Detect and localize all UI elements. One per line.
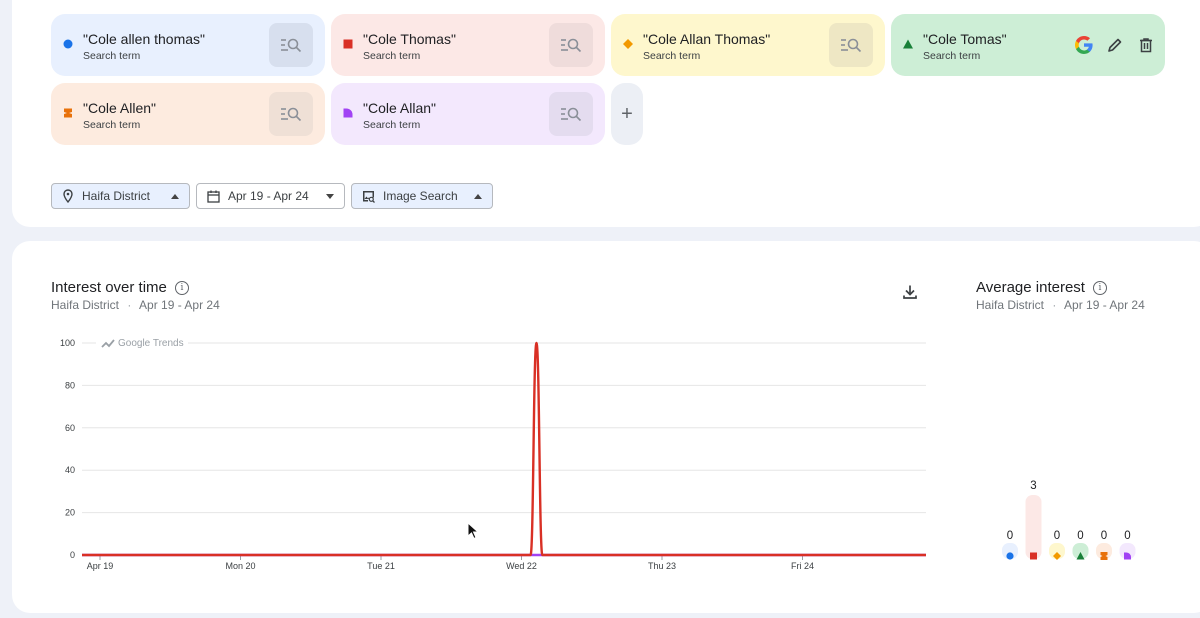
- query-search-icon: [561, 38, 582, 53]
- term-card-1[interactable]: "Cole allen thomas" Search term: [51, 14, 325, 76]
- property-filter[interactable]: Image Search: [351, 183, 493, 209]
- average-interest-title: Average interest i: [976, 279, 1107, 296]
- pencil-icon: [1108, 38, 1122, 52]
- average-title-text: Average interest: [976, 279, 1085, 296]
- query-search-icon: [281, 107, 302, 122]
- date-filter[interactable]: Apr 19 - Apr 24: [196, 183, 345, 209]
- download-icon: [903, 285, 917, 299]
- image-search-icon: [363, 190, 375, 203]
- google-g-icon: [1075, 36, 1093, 54]
- date-label: Apr 19 - Apr 24: [228, 189, 309, 203]
- interest-sub-dates: Apr 19 - Apr 24: [139, 298, 220, 312]
- query-search-icon: [841, 38, 862, 53]
- term-card-5[interactable]: "Cole Allen" Search term: [51, 83, 325, 145]
- term-label: "Cole Allan Thomas": [643, 31, 771, 47]
- info-icon[interactable]: i: [174, 280, 189, 295]
- circle-icon: [63, 39, 73, 49]
- add-term-button[interactable]: +: [611, 83, 643, 145]
- query-search-icon: [281, 38, 302, 53]
- term-sub: Search term: [83, 119, 141, 131]
- edit-button[interactable]: [1104, 34, 1126, 56]
- region-filter[interactable]: Haifa District: [51, 183, 190, 209]
- search-query-button[interactable]: [829, 23, 873, 67]
- mouse-cursor-icon: [467, 522, 479, 540]
- term-label: "Cole Allan": [363, 100, 436, 116]
- square-icon: [343, 39, 353, 49]
- search-query-button[interactable]: [549, 23, 593, 67]
- term-sub: Search term: [363, 119, 421, 131]
- download-button[interactable]: [901, 283, 919, 301]
- location-pin-icon: [63, 189, 73, 203]
- term-sub: Search term: [643, 50, 701, 62]
- search-query-button[interactable]: [269, 23, 313, 67]
- average-sub-dates: Apr 19 - Apr 24: [1064, 298, 1145, 312]
- caret-up-icon: [171, 193, 179, 199]
- caret-down-icon: [326, 193, 334, 199]
- average-sub-region: Haifa District: [976, 298, 1045, 312]
- term-card-4[interactable]: "Cole Tomas" Search term: [891, 14, 1165, 76]
- quarter-icon: [343, 108, 353, 118]
- search-query-button[interactable]: [549, 92, 593, 136]
- search-query-button[interactable]: [269, 92, 313, 136]
- property-label: Image Search: [383, 189, 458, 203]
- term-sub: Search term: [83, 50, 141, 62]
- chart-panel: [12, 241, 1200, 613]
- term-card-2[interactable]: "Cole Thomas" Search term: [331, 14, 605, 76]
- info-icon[interactable]: i: [1092, 280, 1107, 295]
- query-search-icon: [561, 107, 582, 122]
- term-card-6[interactable]: "Cole Allan" Search term: [331, 83, 605, 145]
- interest-over-time-title: Interest over time i: [51, 279, 189, 296]
- average-subtitle: Haifa District · Apr 19 - Apr 24: [976, 298, 1145, 312]
- triangle-icon: [903, 39, 913, 49]
- caret-up-icon: [474, 193, 482, 199]
- term-label: "Cole Tomas": [923, 31, 1007, 47]
- delete-button[interactable]: [1135, 34, 1157, 56]
- term-sub: Search term: [923, 50, 981, 62]
- diamond-icon: [623, 39, 633, 49]
- google-search-button[interactable]: [1073, 34, 1095, 56]
- calendar-icon: [207, 190, 220, 203]
- term-label: "Cole allen thomas": [83, 31, 206, 47]
- region-label: Haifa District: [82, 189, 151, 203]
- interest-title-text: Interest over time: [51, 279, 167, 296]
- plus-icon: +: [621, 102, 633, 125]
- term-label: "Cole Allen": [83, 100, 156, 116]
- term-card-3[interactable]: "Cole Allan Thomas" Search term: [611, 14, 885, 76]
- interest-sub-region: Haifa District: [51, 298, 120, 312]
- interest-subtitle: Haifa District · Apr 19 - Apr 24: [51, 298, 220, 312]
- term-sub: Search term: [363, 50, 421, 62]
- trash-icon: [1140, 38, 1152, 53]
- term-label: "Cole Thomas": [363, 31, 456, 47]
- hourglass-icon: [64, 108, 72, 118]
